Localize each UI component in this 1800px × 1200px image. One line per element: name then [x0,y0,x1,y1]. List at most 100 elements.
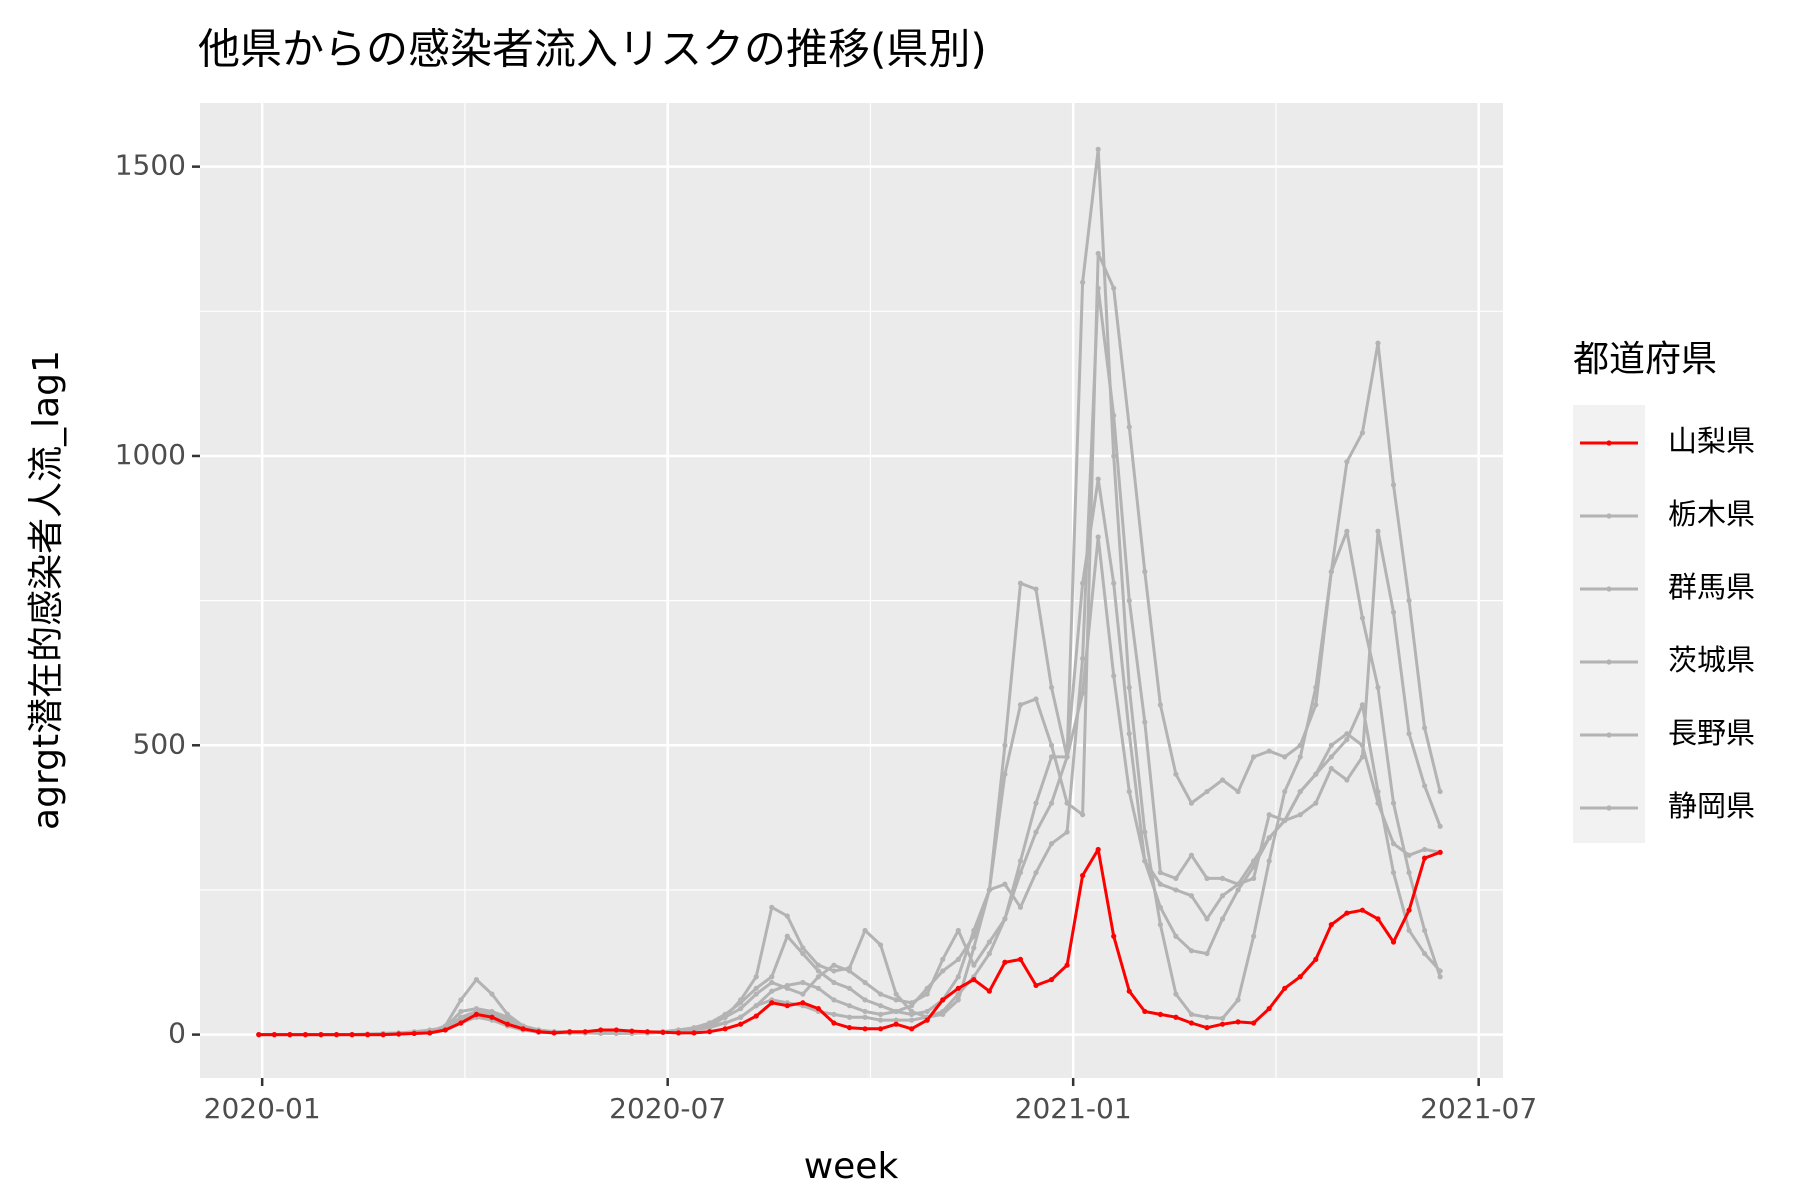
point [955,974,961,980]
point [1344,528,1350,534]
point [1313,702,1319,708]
point [815,962,821,968]
point [1033,829,1039,835]
point [862,979,868,986]
point [1173,933,1179,939]
legend-title: 都道府県 [1573,339,1717,380]
point [971,962,977,968]
point [971,945,977,951]
point [1251,1020,1257,1026]
point [1422,855,1428,861]
point [349,1032,355,1038]
point [986,939,992,945]
point [1126,598,1132,604]
legend-label: 茨城県 [1668,643,1755,677]
point [877,1011,884,1017]
point [846,1014,853,1020]
panel [200,103,1503,1078]
point [489,1014,495,1020]
point [1064,829,1070,835]
point [800,950,806,957]
point [1204,1014,1210,1020]
point [815,974,821,980]
point [1111,580,1117,586]
point [738,1021,744,1027]
y-tick-label: 1500 [115,149,186,182]
point [1235,881,1241,887]
point [1173,875,1179,881]
point [1017,702,1024,708]
y-axis-title: agrgt潜在的感染者人流_lag1 [26,350,67,830]
point [1064,800,1070,806]
point [396,1031,402,1037]
point [877,1026,884,1032]
point [1328,922,1334,928]
point [1173,887,1179,893]
point [504,1011,511,1017]
point [644,1029,650,1035]
point [1235,997,1241,1003]
legend-swatch-point [1606,659,1612,665]
point [473,1005,480,1012]
point [1095,476,1101,482]
point [1359,615,1366,621]
point [458,1008,464,1015]
point [909,1017,915,1023]
point [846,1003,853,1009]
point [1095,146,1101,152]
point [1188,852,1195,858]
point [1282,985,1288,991]
legend-key-background [1573,405,1645,843]
point [302,1032,309,1038]
point [1359,702,1366,708]
point [1437,823,1443,829]
point [722,1014,728,1020]
point [1282,788,1288,795]
point [1033,586,1039,592]
x-tick-label: 2020-07 [609,1092,726,1125]
point [1080,279,1086,285]
point [1328,765,1334,772]
point [800,945,806,951]
point [1359,907,1366,913]
point [1251,933,1257,939]
point [1017,869,1024,876]
point [753,1013,759,1019]
point [955,985,961,991]
point [1375,788,1381,795]
point [753,974,759,980]
point [1219,1015,1226,1022]
legend-label: 静岡県 [1668,789,1755,823]
point [1266,835,1272,841]
legend-label: 山梨県 [1668,424,1755,458]
point [909,1008,915,1015]
point [1282,817,1288,824]
point [846,985,853,991]
point [333,1032,340,1038]
point [706,1029,713,1035]
point [986,887,992,893]
point [815,1005,821,1012]
point [831,1011,837,1017]
point [1002,916,1008,922]
point [1375,684,1381,691]
lines [256,146,1443,1038]
point [1048,742,1055,748]
point [1328,754,1334,760]
point [769,1000,775,1006]
point [1188,893,1195,899]
x-axis-title: week [804,1146,899,1187]
point [473,1011,480,1017]
point [1297,974,1303,980]
point [1219,777,1226,783]
point [1422,927,1428,934]
point [1359,430,1366,436]
point [1173,771,1179,777]
point [287,1032,293,1038]
point [784,913,790,919]
point [1390,939,1397,945]
point [1173,1014,1179,1020]
point [458,1014,464,1020]
legend-label: 長野県 [1668,716,1755,750]
